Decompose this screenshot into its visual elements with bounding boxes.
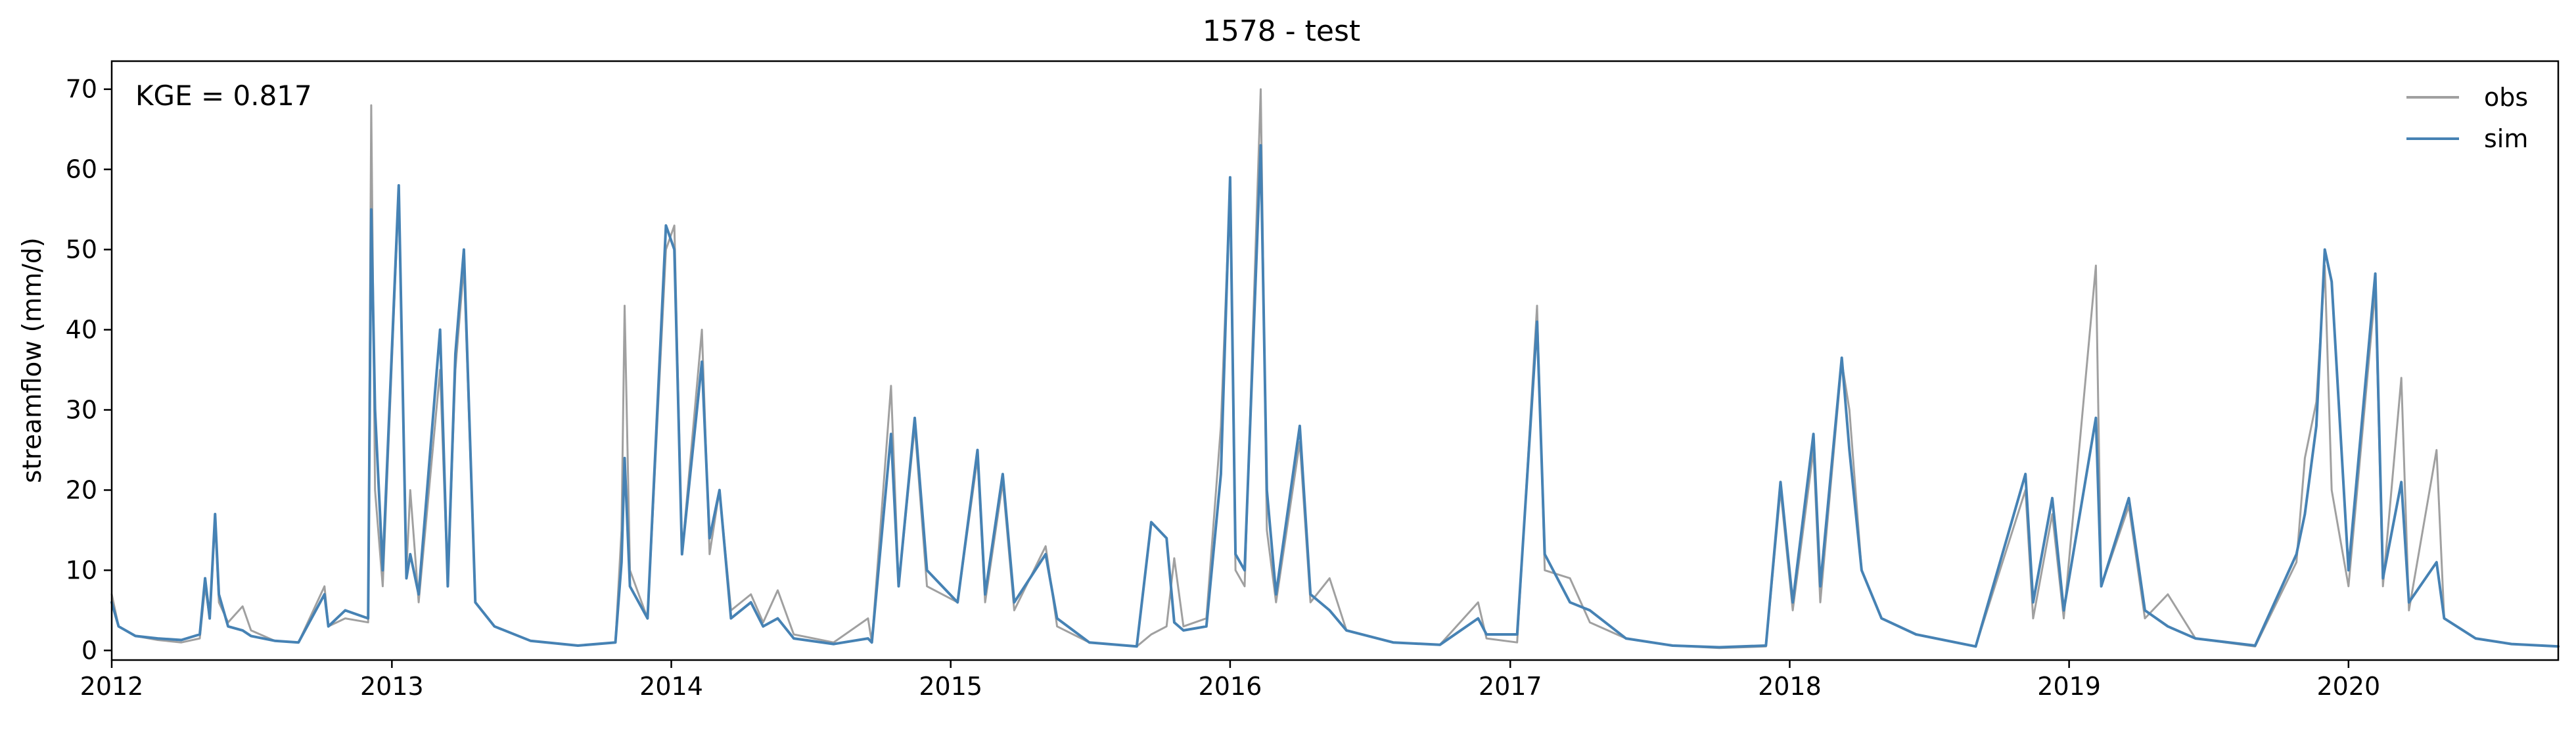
- legend: obs sim: [2406, 83, 2528, 153]
- y-tick-label: 70: [66, 75, 97, 104]
- y-axis-label: streamflow (mm/d): [18, 237, 47, 483]
- y-tick-label: 20: [66, 475, 97, 504]
- y-tick-label: 40: [66, 316, 97, 344]
- y-tick-label: 10: [66, 556, 97, 584]
- x-tick-label: 2015: [919, 672, 982, 701]
- x-tick-label: 2019: [2037, 672, 2101, 701]
- y-tick-label: 30: [66, 396, 97, 425]
- kge-annotation: KGE = 0.817: [135, 80, 312, 112]
- y-tick-label: 60: [66, 155, 97, 184]
- x-tick-label: 2016: [1199, 672, 1262, 701]
- x-tick-label: 2014: [639, 672, 703, 701]
- x-tick-label: 2020: [2316, 672, 2380, 701]
- ticks-layer: 2012 2013 2014 2015 2016 2017 2018 2019 2020 0 10 2…: [66, 75, 2381, 701]
- x-tick-label: 2018: [1758, 672, 1822, 701]
- x-tick-label: 2012: [80, 672, 144, 701]
- series-layer: [110, 88, 2560, 650]
- chart-title: 1578 - test: [1203, 14, 1360, 48]
- series-line-sim: [110, 144, 2560, 649]
- plot-frame: [110, 60, 2560, 661]
- legend-label-obs: obs: [2484, 83, 2528, 112]
- legend-label-sim: sim: [2484, 124, 2528, 153]
- y-tick-label: 50: [66, 235, 97, 264]
- x-tick-label: 2013: [360, 672, 424, 701]
- y-tick-label: 0: [81, 636, 97, 665]
- x-tick-label: 2017: [1479, 672, 1542, 701]
